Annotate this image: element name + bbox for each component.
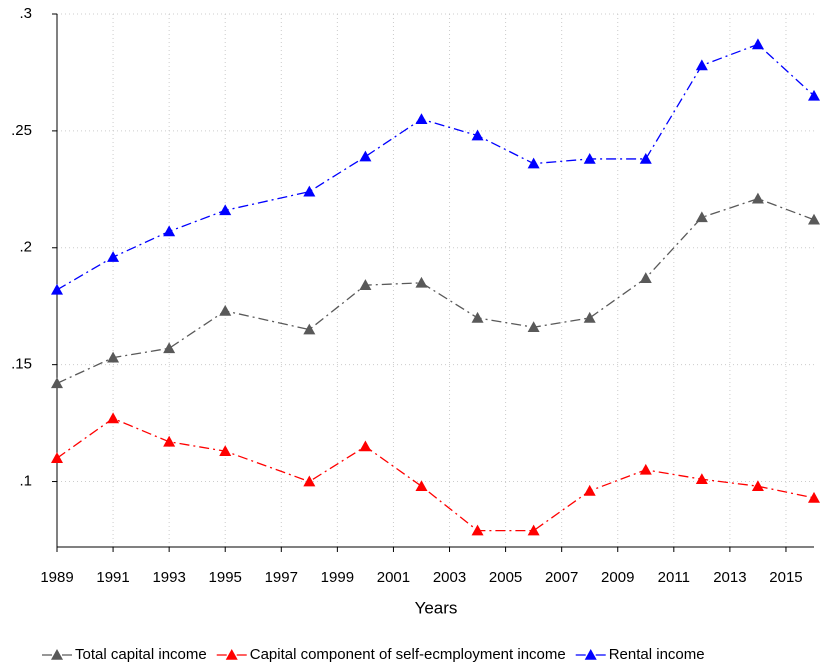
- marker: [303, 475, 316, 487]
- x-tick-label: 2011: [658, 569, 690, 586]
- marker: [808, 89, 820, 101]
- series-line: [56, 417, 815, 532]
- x-tick-label: 2015: [769, 569, 802, 586]
- marker: [639, 463, 652, 475]
- marker: [107, 251, 120, 262]
- marker: [219, 304, 232, 316]
- legend-label: Capital component of self-ecmployment in…: [250, 646, 566, 663]
- x-tick-label: 2005: [489, 569, 522, 586]
- marker: [51, 283, 63, 295]
- marker: [163, 435, 176, 447]
- x-tick-label: 1999: [321, 569, 354, 586]
- marker: [808, 491, 820, 503]
- x-tick-label: 2001: [377, 569, 410, 586]
- legend-label: Rental income: [609, 646, 705, 663]
- marker: [639, 152, 652, 164]
- marker: [219, 445, 232, 456]
- legend-label: Total capital income: [75, 646, 207, 663]
- marker: [415, 480, 428, 492]
- marker: [583, 152, 596, 164]
- marker: [751, 480, 764, 492]
- marker: [415, 113, 428, 124]
- marker: [359, 150, 372, 162]
- marker: [107, 351, 120, 363]
- marker: [583, 484, 596, 496]
- marker: [163, 225, 176, 237]
- y-tick-label: .25: [11, 122, 32, 139]
- marker: [527, 157, 540, 169]
- x-tick-label: 1991: [96, 569, 129, 586]
- legend-marker: [225, 649, 238, 660]
- marker: [751, 38, 764, 50]
- marker: [695, 473, 708, 485]
- marker: [163, 342, 176, 354]
- marker: [471, 129, 484, 141]
- marker: [51, 377, 63, 389]
- marker: [695, 211, 708, 223]
- x-tick-label: 2009: [601, 569, 634, 586]
- marker: [471, 524, 484, 536]
- marker: [219, 204, 232, 216]
- marker: [527, 524, 540, 536]
- x-axis-label: Years: [415, 598, 458, 617]
- x-tick-label: 2013: [713, 569, 746, 586]
- marker: [359, 440, 372, 452]
- marker: [107, 412, 120, 424]
- x-tick-label: 1997: [265, 569, 298, 586]
- legend-marker: [51, 649, 63, 660]
- x-tick-label: 2003: [433, 569, 466, 586]
- legend-marker: [584, 649, 597, 660]
- series-line: [56, 197, 815, 384]
- marker: [583, 311, 596, 323]
- marker: [695, 59, 708, 71]
- y-tick-label: .1: [19, 473, 32, 490]
- y-tick-label: .2: [19, 239, 32, 256]
- marker: [359, 279, 372, 290]
- marker: [51, 452, 63, 463]
- marker: [303, 323, 316, 335]
- series-line: [56, 43, 815, 291]
- marker: [639, 272, 652, 283]
- x-tick-label: 2007: [545, 569, 578, 586]
- x-tick-label: 1989: [40, 569, 73, 586]
- marker: [303, 185, 316, 197]
- marker: [471, 311, 484, 323]
- y-tick-label: .15: [11, 356, 32, 373]
- marker: [527, 321, 540, 333]
- y-tick-label: .3: [19, 5, 32, 22]
- marker: [808, 213, 820, 225]
- marker: [751, 192, 764, 204]
- x-tick-label: 1995: [209, 569, 242, 586]
- marker: [415, 276, 428, 288]
- x-tick-label: 1993: [152, 569, 185, 586]
